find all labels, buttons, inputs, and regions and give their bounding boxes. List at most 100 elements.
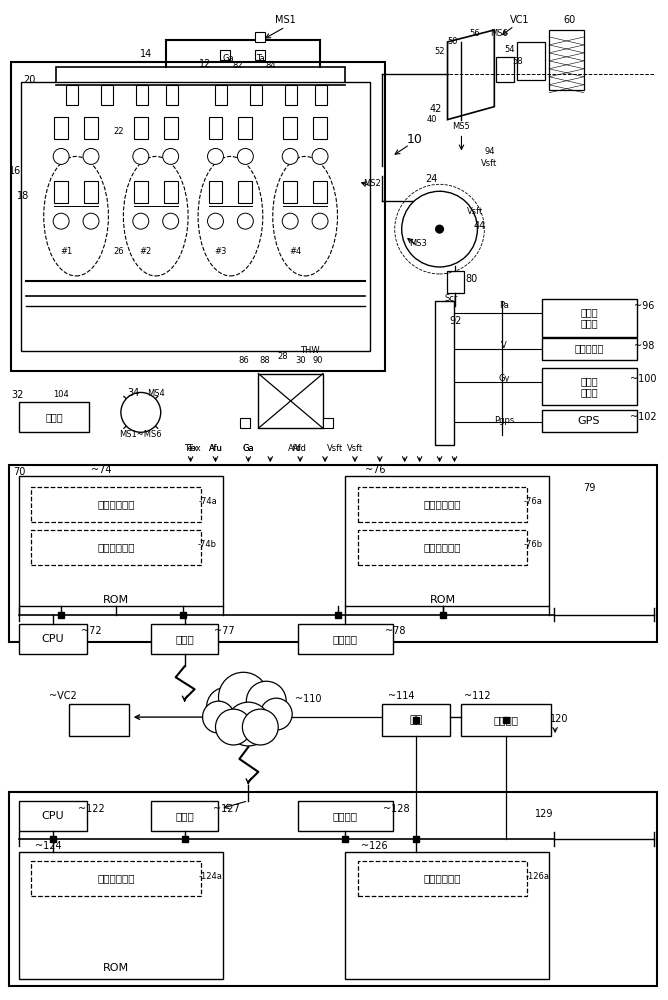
Text: Tex: Tex bbox=[187, 444, 200, 453]
Bar bbox=[542, 410, 637, 432]
Bar bbox=[151, 624, 218, 654]
Bar bbox=[549, 30, 584, 90]
Circle shape bbox=[121, 392, 161, 432]
Text: 再学习子程序: 再学习子程序 bbox=[97, 542, 135, 552]
Text: 周边电路: 周边电路 bbox=[333, 634, 357, 644]
Text: 实用映射数据: 实用映射数据 bbox=[424, 499, 462, 509]
Text: 30: 30 bbox=[295, 356, 305, 365]
Circle shape bbox=[226, 702, 271, 746]
Bar bbox=[358, 530, 527, 565]
Text: 32: 32 bbox=[11, 390, 23, 400]
Bar bbox=[446, 271, 464, 293]
Circle shape bbox=[133, 148, 149, 164]
Text: 14: 14 bbox=[140, 49, 152, 59]
Circle shape bbox=[237, 213, 253, 229]
Bar bbox=[462, 704, 551, 736]
Text: ~76: ~76 bbox=[365, 465, 385, 475]
Text: 12: 12 bbox=[199, 59, 212, 69]
Text: 88: 88 bbox=[259, 356, 270, 365]
Text: Gy: Gy bbox=[498, 374, 510, 383]
Text: MS1~MS6: MS1~MS6 bbox=[120, 430, 162, 439]
Circle shape bbox=[163, 148, 178, 164]
Bar bbox=[315, 85, 327, 105]
Text: ~114: ~114 bbox=[389, 691, 415, 701]
Text: #1: #1 bbox=[60, 247, 72, 256]
Text: 通信器: 通信器 bbox=[175, 634, 194, 644]
Text: 94: 94 bbox=[484, 147, 494, 156]
Text: ~102: ~102 bbox=[631, 412, 657, 422]
Bar bbox=[134, 181, 148, 203]
Bar bbox=[382, 704, 450, 736]
Circle shape bbox=[242, 709, 279, 745]
Text: CPU: CPU bbox=[42, 811, 65, 821]
Text: 20: 20 bbox=[23, 75, 35, 85]
Bar bbox=[19, 801, 87, 831]
Bar bbox=[21, 82, 370, 351]
Text: ~77: ~77 bbox=[214, 626, 234, 636]
Text: Ta: Ta bbox=[256, 54, 265, 63]
Circle shape bbox=[53, 213, 69, 229]
Text: ~74: ~74 bbox=[91, 465, 112, 475]
Bar bbox=[166, 85, 178, 105]
Bar bbox=[216, 85, 227, 105]
Text: MS3: MS3 bbox=[409, 239, 427, 248]
Bar bbox=[31, 487, 200, 522]
Text: 92: 92 bbox=[450, 316, 462, 326]
Text: ~VC2: ~VC2 bbox=[49, 691, 77, 701]
Bar bbox=[283, 181, 297, 203]
Circle shape bbox=[208, 213, 224, 229]
Bar bbox=[240, 418, 250, 428]
Bar bbox=[345, 476, 549, 606]
Bar bbox=[56, 67, 345, 122]
Text: -74b: -74b bbox=[198, 540, 217, 549]
Bar bbox=[298, 801, 393, 831]
Text: -124a: -124a bbox=[198, 872, 222, 881]
Bar bbox=[542, 368, 637, 405]
Text: 70: 70 bbox=[13, 467, 25, 477]
Bar bbox=[208, 117, 222, 139]
Circle shape bbox=[83, 213, 99, 229]
Text: THW: THW bbox=[301, 346, 320, 355]
Bar bbox=[11, 62, 385, 371]
Bar bbox=[69, 704, 129, 736]
Circle shape bbox=[206, 687, 246, 727]
Bar bbox=[136, 85, 148, 105]
Bar bbox=[542, 338, 637, 360]
Text: Ga: Ga bbox=[242, 444, 254, 453]
Text: 通信器: 通信器 bbox=[175, 811, 194, 821]
Bar bbox=[313, 181, 327, 203]
Text: 104: 104 bbox=[53, 390, 69, 399]
Text: MS5: MS5 bbox=[453, 122, 470, 131]
Bar bbox=[255, 32, 265, 42]
Text: V: V bbox=[502, 341, 507, 350]
Bar bbox=[358, 861, 527, 896]
Bar bbox=[313, 117, 327, 139]
Text: 周边电路: 周边电路 bbox=[333, 811, 357, 821]
Text: -76b: -76b bbox=[524, 540, 542, 549]
Text: ~112: ~112 bbox=[464, 691, 491, 701]
Bar bbox=[54, 117, 68, 139]
Circle shape bbox=[133, 213, 149, 229]
Bar bbox=[285, 85, 297, 105]
Text: ~127: ~127 bbox=[213, 804, 240, 814]
Bar bbox=[84, 117, 98, 139]
Text: 129: 129 bbox=[535, 809, 553, 819]
Bar bbox=[54, 181, 68, 203]
Circle shape bbox=[246, 681, 286, 721]
Text: #3: #3 bbox=[214, 247, 226, 256]
Bar bbox=[19, 402, 89, 432]
Text: 42: 42 bbox=[430, 104, 442, 114]
Bar bbox=[283, 117, 297, 139]
Bar bbox=[358, 487, 527, 522]
Text: Vsft: Vsft bbox=[481, 159, 498, 168]
Text: Pa: Pa bbox=[500, 301, 509, 310]
Text: Ga: Ga bbox=[222, 54, 234, 63]
Text: Vsft: Vsft bbox=[327, 444, 343, 453]
Text: 加速度
传感器: 加速度 传感器 bbox=[580, 376, 598, 397]
Text: 58: 58 bbox=[512, 57, 522, 66]
Text: Vsft: Vsft bbox=[347, 444, 363, 453]
Text: MS6: MS6 bbox=[490, 29, 508, 38]
Bar bbox=[298, 624, 393, 654]
Text: 34: 34 bbox=[128, 388, 140, 398]
Bar bbox=[31, 530, 200, 565]
